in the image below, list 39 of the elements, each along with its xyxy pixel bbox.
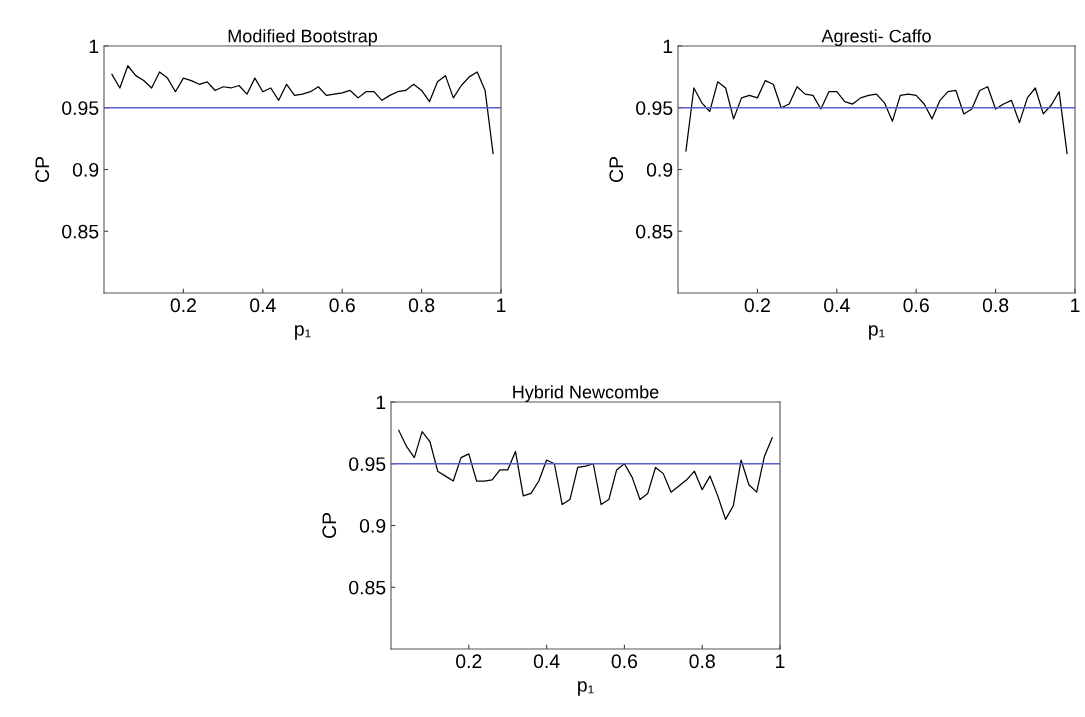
line-series — [398, 429, 773, 520]
x-tick-label: 0.6 — [903, 298, 929, 313]
x-tick-label: 0.2 — [744, 298, 770, 313]
x-axis-title: p₁ — [295, 325, 311, 340]
x-tick-label: 0.2 — [170, 298, 196, 313]
line-series — [111, 65, 494, 155]
y-tick-label: 1 — [663, 39, 673, 54]
y-tick-label: 0.85 — [349, 580, 386, 595]
x-tick-label: 0.4 — [824, 298, 850, 313]
chart-title: Agresti- Caffo — [821, 29, 931, 46]
x-tick-label: 0.2 — [456, 654, 482, 669]
y-tick-label: 0.9 — [646, 162, 673, 177]
x-tick-label: 1 — [497, 298, 506, 312]
chart-title: Hybrid Newcombe — [513, 385, 659, 402]
x-axis-title: p₁ — [869, 325, 885, 340]
y-tick-label: 1 — [89, 39, 99, 54]
x-axis-title: p₁ — [578, 681, 594, 696]
x-tick-label: 0.8 — [408, 298, 435, 313]
x-tick-label: 0.8 — [689, 654, 715, 669]
x-tick-label: 1 — [1071, 298, 1080, 312]
x-tick-label: 1 — [776, 654, 785, 668]
y-axis-title: CP — [322, 513, 337, 539]
y-tick-label: 0.85 — [62, 224, 99, 239]
y-tick-label: 0.95 — [62, 101, 99, 115]
x-tick-label: 0.6 — [329, 298, 355, 313]
y-tick-label: 0.95 — [636, 101, 673, 115]
x-tick-label: 0.8 — [982, 298, 1009, 313]
x-tick-label: 0.4 — [533, 654, 560, 669]
y-tick-label: 0.9 — [359, 518, 386, 533]
line-series — [685, 79, 1068, 155]
x-tick-label: 0.4 — [250, 298, 276, 313]
y-tick-label: 0.95 — [349, 457, 386, 471]
y-tick-label: 0.9 — [72, 162, 99, 177]
y-tick-label: 1 — [376, 395, 386, 410]
y-tick-label: 0.85 — [636, 224, 673, 239]
chart-title: Modified Bootstrap — [228, 29, 378, 46]
y-axis-title: CP — [35, 157, 50, 183]
y-axis-title: CP — [609, 157, 624, 183]
x-tick-label: 0.6 — [611, 654, 638, 669]
